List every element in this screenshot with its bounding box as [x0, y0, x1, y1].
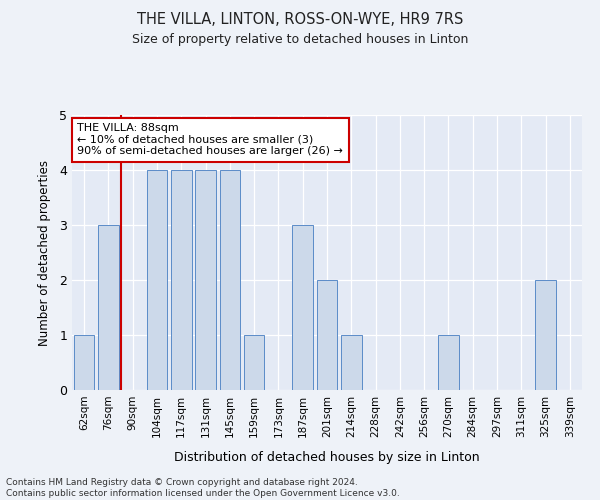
Text: Size of property relative to detached houses in Linton: Size of property relative to detached ho… [132, 32, 468, 46]
Bar [74, 335, 94, 390]
Bar [438, 335, 459, 390]
Bar [220, 170, 240, 390]
Bar [317, 280, 337, 390]
X-axis label: Distribution of detached houses by size in Linton: Distribution of detached houses by size … [174, 451, 480, 464]
Bar [292, 225, 313, 390]
Bar [146, 170, 167, 390]
Bar [244, 335, 265, 390]
Bar [535, 280, 556, 390]
Bar [341, 335, 362, 390]
Bar [171, 170, 191, 390]
Y-axis label: Number of detached properties: Number of detached properties [38, 160, 51, 346]
Text: THE VILLA: 88sqm
← 10% of detached houses are smaller (3)
90% of semi-detached h: THE VILLA: 88sqm ← 10% of detached house… [77, 123, 343, 156]
Bar [195, 170, 216, 390]
Bar [98, 225, 119, 390]
Text: Contains HM Land Registry data © Crown copyright and database right 2024.
Contai: Contains HM Land Registry data © Crown c… [6, 478, 400, 498]
Text: THE VILLA, LINTON, ROSS-ON-WYE, HR9 7RS: THE VILLA, LINTON, ROSS-ON-WYE, HR9 7RS [137, 12, 463, 28]
